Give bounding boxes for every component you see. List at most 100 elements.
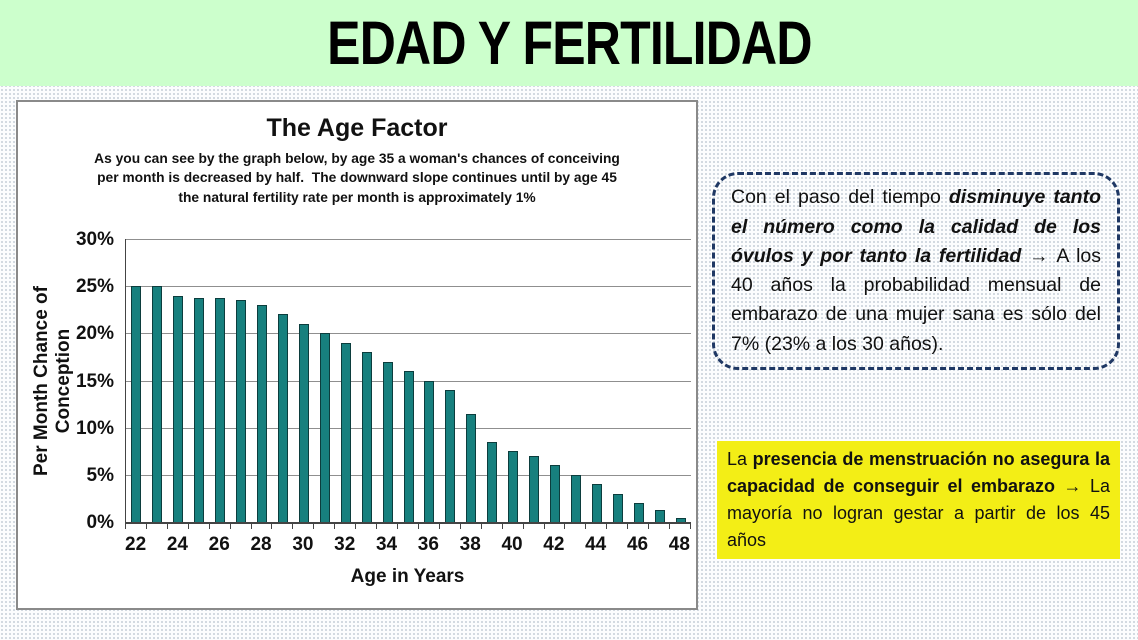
x-axis-tick-label <box>313 534 334 556</box>
x-axis-tick-label: 48 <box>668 534 690 555</box>
x-axis-tick <box>606 524 608 529</box>
y-axis-tick-label: 0% <box>86 512 114 533</box>
gridline <box>126 286 691 288</box>
x-axis-title: Age in Years <box>350 566 465 587</box>
x-axis-tick <box>229 524 231 529</box>
bar-age-35 <box>403 371 414 522</box>
bar-age-22 <box>131 286 142 522</box>
x-axis-tick-label: 24 <box>166 534 188 555</box>
bar-age-29 <box>277 314 288 522</box>
text-run: A los 40 años la probabilidad mensual de… <box>731 244 1101 355</box>
x-axis-tick-label: 22 <box>125 534 147 555</box>
x-axis-tick-label: 44 <box>585 534 607 555</box>
x-axis-tick <box>438 524 440 529</box>
slide-header: EDAD Y FERTILIDAD <box>0 0 1138 86</box>
bar-age-37 <box>445 389 456 522</box>
bar-age-43 <box>570 474 581 522</box>
info-box-menstruation-text: La presencia de menstruación no asegura … <box>727 446 1110 554</box>
bar-age-36 <box>424 380 435 522</box>
text-run: disminuye tanto el número como la calida… <box>731 186 1101 267</box>
x-axis-tick <box>564 524 566 529</box>
x-axis-tick <box>166 524 168 529</box>
page-title: EDAD Y FERTILIDAD <box>326 9 812 77</box>
info-box-eggs-text: Con el paso del tiempo disminuye tanto e… <box>731 183 1101 359</box>
bar-age-39 <box>487 441 498 522</box>
text-run: La mayoría no logran gestar a partir de … <box>727 476 1110 550</box>
x-axis-tick <box>459 524 461 529</box>
y-axis-tick-label: 25% <box>75 276 114 298</box>
bar-age-38 <box>466 413 477 522</box>
bar-age-27 <box>236 300 247 522</box>
x-axis-tick-label <box>355 534 376 556</box>
text-run: La <box>727 449 753 469</box>
x-axis-ticks <box>125 524 691 530</box>
x-axis-tick <box>145 524 147 529</box>
x-axis-tick <box>690 524 691 529</box>
bar-age-31 <box>319 333 330 522</box>
x-axis-tick <box>543 524 545 529</box>
bar-age-48 <box>675 518 686 522</box>
x-axis-tick-label: 30 <box>292 534 314 555</box>
x-axis-tick <box>208 524 210 529</box>
x-axis-tick-label <box>230 534 251 556</box>
x-axis-tick <box>669 524 671 529</box>
x-axis-tick-label: 36 <box>417 534 439 555</box>
x-axis-tick <box>376 524 378 529</box>
x-axis-tick <box>648 524 650 529</box>
x-axis-tick <box>292 524 294 529</box>
x-axis-tick-label: 42 <box>543 534 565 555</box>
x-axis-tick-label <box>606 534 627 556</box>
bar-age-40 <box>508 451 519 522</box>
chart-title: The Age Factor <box>266 114 448 142</box>
bar-age-24 <box>173 295 184 522</box>
bar-age-41 <box>529 455 540 522</box>
bar-age-26 <box>215 297 226 522</box>
bar-age-33 <box>361 352 372 522</box>
y-axis-tick-label: 30% <box>75 229 114 250</box>
x-axis-tick-labels: 22 24 26 28 30 32 34 36 38 40 42 44 46 48 <box>125 534 690 556</box>
x-axis-tick-label: 32 <box>334 534 356 555</box>
bar-age-44 <box>591 484 602 522</box>
x-axis-tick-label <box>272 534 293 556</box>
x-axis-tick <box>355 524 357 529</box>
chart-panel: The Age Factor As you can see by the gra… <box>16 100 698 610</box>
bar-age-46 <box>633 503 644 522</box>
x-axis-tick <box>250 524 252 529</box>
x-axis-tick <box>125 524 126 529</box>
x-axis-tick-label: 46 <box>626 534 649 555</box>
bar-age-45 <box>612 493 623 522</box>
text-run: presencia de menstruación no asegura la … <box>727 449 1110 496</box>
x-axis-tick <box>501 524 503 529</box>
x-axis-tick-label: 28 <box>250 534 272 555</box>
x-axis-tick <box>585 524 587 529</box>
x-axis-tick <box>627 524 629 529</box>
y-axis-tick-label: 20% <box>75 323 114 345</box>
x-axis-tick <box>397 524 399 529</box>
bar-age-32 <box>340 342 351 522</box>
text-run: → <box>1063 476 1090 496</box>
gridline <box>126 239 691 240</box>
bar-age-34 <box>382 361 393 522</box>
bar-age-28 <box>257 305 268 522</box>
chart-subtitle: As you can see by the graph below, by ag… <box>94 151 620 205</box>
x-axis-tick <box>313 524 315 529</box>
x-axis-tick-label: 34 <box>375 534 398 555</box>
x-axis-tick-label <box>397 534 418 556</box>
x-axis-tick <box>480 524 482 529</box>
x-axis-tick-label <box>523 534 544 556</box>
x-axis-tick <box>271 524 273 529</box>
x-axis-tick <box>187 524 189 529</box>
x-axis-tick-label <box>439 534 460 556</box>
x-axis-tick-label <box>188 534 209 556</box>
x-axis-tick-label: 40 <box>501 534 523 555</box>
y-axis-tick-labels: 0% 5% 10% 15% 20% 25% 30% <box>48 230 114 532</box>
bar-age-23 <box>152 286 163 522</box>
x-axis-tick-label <box>146 534 167 556</box>
x-axis-tick <box>417 524 419 529</box>
x-axis-tick-label: 26 <box>208 534 230 555</box>
x-axis-tick <box>334 524 336 529</box>
x-axis-tick-label <box>564 534 585 556</box>
bar-age-42 <box>549 465 560 522</box>
plot-area <box>125 239 691 524</box>
